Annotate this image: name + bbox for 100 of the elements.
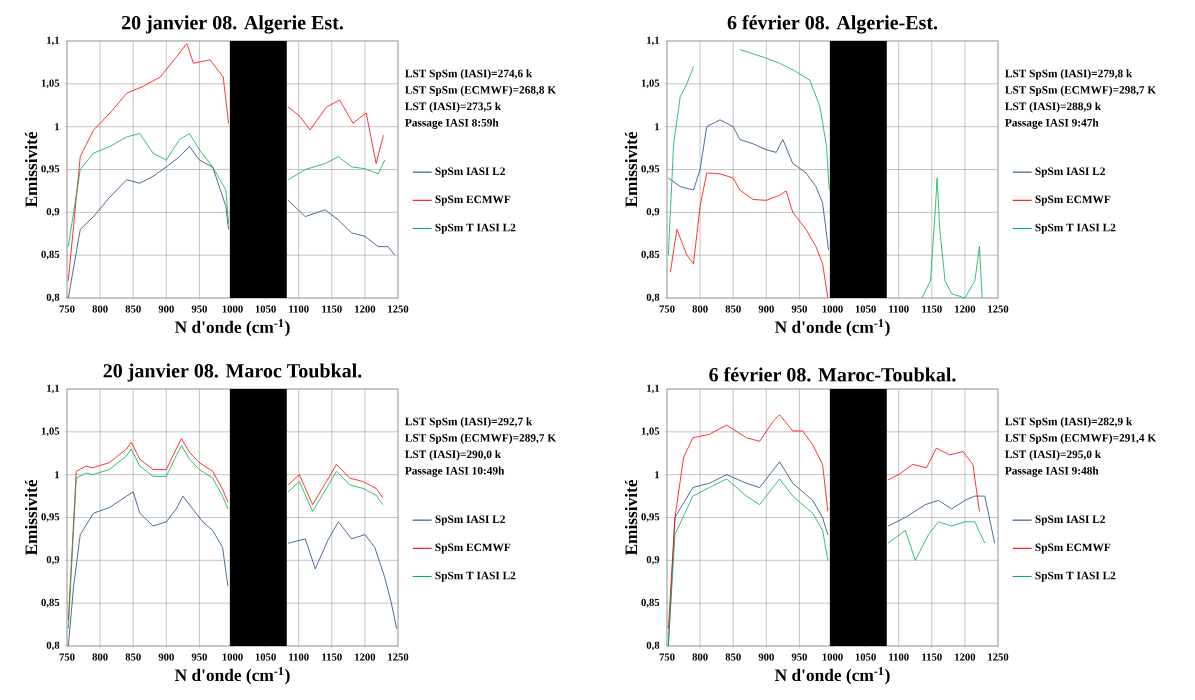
x-tick-label: 850	[125, 305, 141, 313]
y-axis-title: Emissivité	[624, 131, 638, 208]
y-tick-label: 1,05	[41, 79, 60, 89]
text: LST (IASI)=273,5 k	[405, 102, 502, 113]
y-tick-label: 1	[55, 123, 60, 131]
x-tick-label: 1250	[388, 653, 409, 661]
y-tick-label: 1,1	[47, 36, 60, 46]
text: LST (IASI)=288,9 k	[1005, 102, 1102, 113]
x-tick-label: 1000	[222, 653, 243, 661]
legend-label: SpSm ECMWF	[435, 195, 511, 206]
legend-label: SpSm IASI L2	[1035, 167, 1105, 178]
y-tick-label: 1	[655, 123, 660, 131]
x-tick-label: 1150	[922, 653, 942, 661]
y-tick-label: 0,8	[646, 293, 660, 303]
text: LST SpSm (ECMWF)=291,4 K	[1005, 433, 1157, 444]
chart-title: 20 janvier 08. Algerie Est.	[121, 15, 343, 34]
legend-label: SpSm ECMWF	[1035, 195, 1111, 206]
x-tick-label: 850	[125, 653, 141, 661]
y-tick-label: 0,85	[41, 598, 60, 608]
y-tick-label: 0,9	[646, 555, 660, 565]
text: LST SpSm (IASI)=279,8 k	[1005, 69, 1133, 80]
legend-label: SpSm IASI L2	[1035, 515, 1105, 526]
y-tick-label: 0,9	[46, 555, 60, 565]
x-tick-label: 750	[59, 653, 75, 661]
y-tick-label: 0,95	[641, 165, 660, 174]
x-tick-label: 950	[191, 653, 207, 661]
x-axis-title: N d'onde (cm$^{-1}$)	[174, 319, 290, 337]
legend-label: SpSm T IASI L2	[435, 223, 516, 234]
y-tick-label: 0,85	[641, 250, 660, 260]
x-tick-label: 1200	[355, 653, 376, 661]
y-tick-label: 1,1	[647, 384, 660, 394]
x-tick-label: 1150	[922, 305, 942, 313]
x-tick-label: 800	[692, 653, 708, 661]
x-tick-label: 800	[92, 653, 108, 661]
x-tick-label: 1050	[255, 653, 276, 661]
y-tick-label: 0,8	[646, 641, 660, 651]
legend-label: SpSm ECMWF	[435, 543, 511, 554]
x-tick-label: 950	[191, 305, 207, 313]
x-tick-label: 1150	[322, 305, 342, 313]
x-tick-label: 1100	[289, 653, 309, 661]
x-tick-label: 1250	[988, 653, 1009, 661]
chart-title: 6 février 08. Maroc-Toubkal.	[709, 367, 956, 382]
chart-title: 6 février 08. Algerie-Est.	[727, 15, 938, 34]
x-tick-label: 900	[758, 305, 774, 313]
legend-label: SpSm T IASI L2	[1035, 571, 1116, 582]
text: Passage IASI 8:59h	[405, 118, 499, 129]
x-tick-label: 1200	[955, 305, 976, 313]
text: LST SpSm (IASI)=274,6 k	[405, 69, 533, 80]
y-tick-label: 0,9	[646, 207, 660, 217]
x-tick-label: 900	[158, 305, 174, 313]
text: LST SpSm (ECMWF)=289,7 K	[405, 433, 557, 444]
line-series	[667, 119, 829, 251]
x-tick-label: 1000	[222, 305, 243, 313]
x-tick-label: 800	[692, 305, 708, 313]
x-tick-label: 850	[725, 305, 741, 313]
x-tick-label: 1200	[355, 305, 376, 313]
x-tick-label: 1050	[255, 305, 276, 313]
x-tick-label: 1250	[388, 305, 409, 313]
x-tick-label: 1100	[889, 653, 909, 661]
y-tick-label: 1	[55, 471, 60, 479]
x-tick-label: 950	[791, 305, 808, 313]
y-tick-label: 0,95	[41, 165, 60, 174]
x-tick-label: 1000	[822, 653, 843, 661]
text: Passage IASI 9:48h	[1005, 466, 1099, 477]
x-tick-label: 1200	[955, 653, 976, 661]
x-tick-label: 900	[158, 653, 174, 661]
y-tick-label: 1,05	[41, 427, 60, 437]
x-tick-label: 800	[92, 305, 108, 313]
y-axis-title: Emissivité	[624, 479, 638, 556]
x-tick-label: 1050	[855, 653, 876, 661]
text: LST SpSm (IASI)=292,7 k	[405, 417, 533, 428]
legend-label: SpSm ECMWF	[1035, 543, 1111, 554]
text: LST SpSm (ECMWF)=268,8 K	[405, 85, 557, 96]
y-axis-title: Emissivité	[24, 479, 38, 556]
x-tick-label: 750	[59, 305, 75, 313]
legend-label: SpSm IASI L2	[435, 167, 505, 178]
x-tick-label: 950	[791, 653, 808, 661]
y-tick-label: 0,85	[41, 250, 60, 260]
x-tick-label: 1100	[889, 305, 909, 313]
text: LST SpSm (IASI)=282,9 k	[1005, 417, 1133, 428]
chart-title: 20 janvier 08. Maroc Toubkal.	[103, 363, 362, 382]
x-tick-label: 1000	[822, 305, 843, 313]
x-axis-title: N d'onde (cm$^{-1}$)	[774, 319, 890, 337]
legend-label: SpSm T IASI L2	[435, 571, 516, 582]
x-tick-label: 1150	[322, 653, 342, 661]
legend-label: SpSm IASI L2	[435, 515, 505, 526]
y-tick-label: 0,8	[46, 641, 60, 651]
text: Passage IASI 10:49h	[405, 466, 505, 477]
x-tick-label: 750	[659, 653, 675, 661]
x-tick-label: 1050	[855, 305, 876, 313]
y-tick-label: 1,05	[641, 427, 660, 437]
text: LST SpSm (ECMWF)=298,7 K	[1005, 85, 1157, 96]
text: LST (IASI)=290,0 k	[405, 450, 502, 461]
y-tick-label: 1,1	[47, 384, 60, 394]
y-tick-label: 1	[655, 471, 660, 479]
legend-label: SpSm T IASI L2	[1035, 223, 1116, 234]
y-tick-label: 0,8	[46, 293, 60, 303]
y-tick-label: 0,95	[41, 513, 60, 522]
x-axis-title: N d'onde (cm$^{-1}$)	[774, 667, 890, 685]
line-series	[669, 172, 829, 298]
